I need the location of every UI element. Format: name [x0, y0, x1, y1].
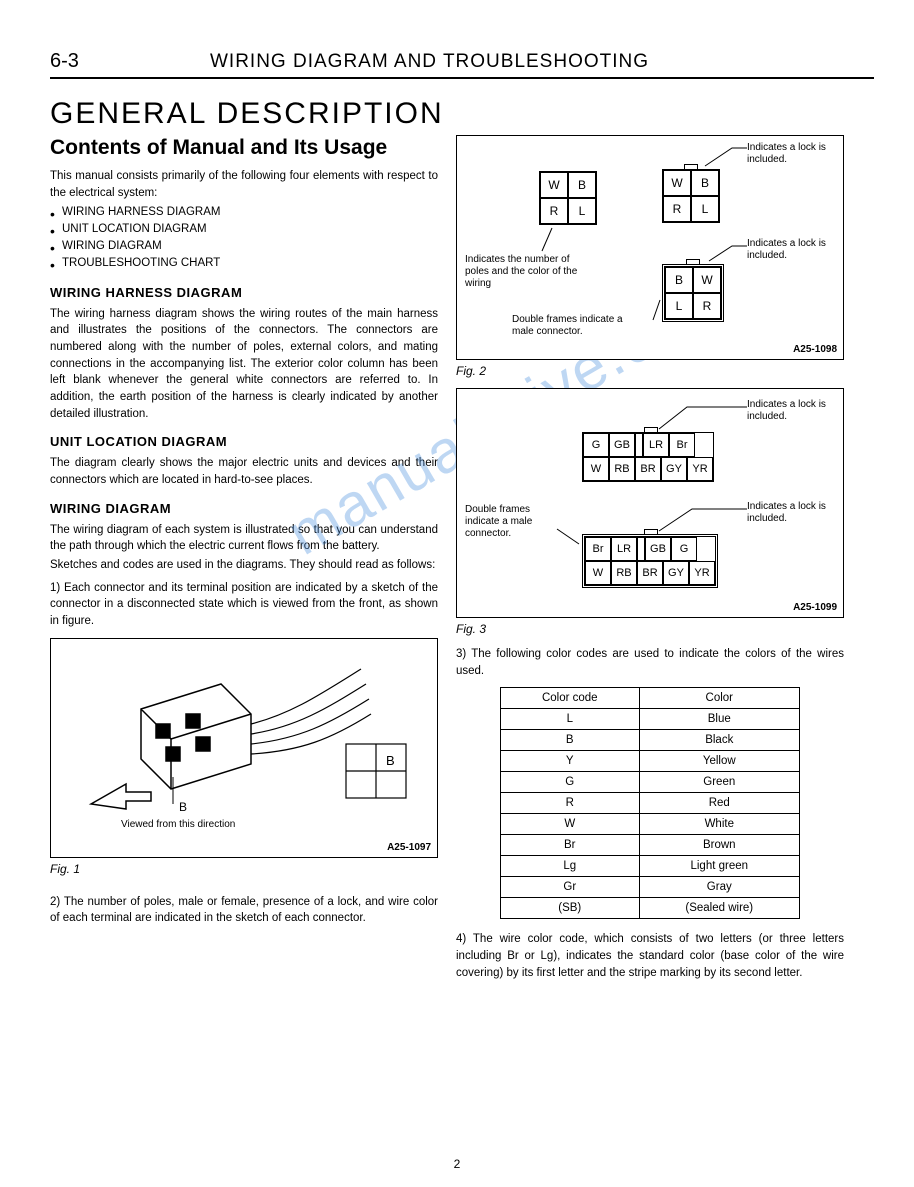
connector-bottom: Br LR GB G W RB BR GY YR — [582, 529, 718, 588]
connector-c: BW LR — [662, 259, 724, 322]
fig2-note-poles: Indicates the number of poles and the co… — [465, 254, 595, 290]
table-header: Color code — [501, 688, 640, 709]
color-code-table: Color code Color LBlueBBlackYYellowGGree… — [500, 687, 800, 919]
table-cell: L — [501, 709, 640, 730]
table-row: GGreen — [501, 772, 800, 793]
table-row: BBlack — [501, 730, 800, 751]
section-heading-wd: WIRING DIAGRAM — [50, 501, 438, 516]
fig3-caption: Fig. 3 — [456, 622, 844, 636]
table-row: YYellow — [501, 751, 800, 772]
sub-title: Contents of Manual and Its Usage — [50, 135, 438, 160]
table-row: (SB)(Sealed wire) — [501, 898, 800, 919]
table-cell: Blue — [639, 709, 799, 730]
fig3-note-lock: Indicates a lock is included. — [747, 399, 837, 423]
fig3-note-lock2: Indicates a lock is included. — [747, 501, 837, 525]
figure-2: WB RL WB RL BW LR Indicates a l — [456, 135, 844, 360]
table-cell: Br — [501, 835, 640, 856]
table-cell: R — [501, 793, 640, 814]
fig2-caption: Fig. 2 — [456, 364, 844, 378]
table-row: WWhite — [501, 814, 800, 835]
page-number: 6-3 — [50, 50, 210, 73]
table-row: LBlue — [501, 709, 800, 730]
content-columns: Contents of Manual and Its Usage This ma… — [50, 135, 874, 983]
table-cell: Yellow — [639, 751, 799, 772]
bullet-item: TROUBLESHOOTING CHART — [50, 255, 438, 272]
fig1-caption: Fig. 1 — [50, 862, 438, 876]
fig1-label-b: B — [179, 800, 187, 814]
table-cell: (SB) — [501, 898, 640, 919]
wd-text-2: Sketches and codes are used in the diagr… — [50, 557, 438, 574]
table-cell: Gray — [639, 877, 799, 898]
table-header: Color — [639, 688, 799, 709]
table-cell: Brown — [639, 835, 799, 856]
table-row: BrBrown — [501, 835, 800, 856]
fig2-note-lock: Indicates a lock is included. — [747, 142, 837, 166]
bullet-list: WIRING HARNESS DIAGRAM UNIT LOCATION DIA… — [50, 204, 438, 273]
page-header: 6-3 WIRING DIAGRAM AND TROUBLESHOOTING — [50, 50, 874, 79]
whd-text: The wiring harness diagram shows the wir… — [50, 306, 438, 423]
header-title: WIRING DIAGRAM AND TROUBLESHOOTING — [210, 51, 649, 73]
table-cell: Lg — [501, 856, 640, 877]
page-footer: 2 — [454, 1157, 461, 1171]
bullet-item: WIRING DIAGRAM — [50, 238, 438, 255]
table-cell: G — [501, 772, 640, 793]
wd-text-1: The wiring diagram of each system is ill… — [50, 522, 438, 555]
table-cell: (Sealed wire) — [639, 898, 799, 919]
table-cell: W — [501, 814, 640, 835]
intro-text: This manual consists primarily of the fo… — [50, 168, 438, 201]
figure-3: G GB LR Br W RB BR GY YR — [456, 388, 844, 618]
connector-a: WB RL — [539, 171, 597, 225]
bullet-item: WIRING HARNESS DIAGRAM — [50, 204, 438, 221]
right-p3: 3) The following color codes are used to… — [456, 646, 844, 679]
section-heading-uld: UNIT LOCATION DIAGRAM — [50, 434, 438, 449]
figure-1: B B Viewed from this direction A25-1097 — [50, 638, 438, 858]
bullet-item: UNIT LOCATION DIAGRAM — [50, 221, 438, 238]
table-cell: White — [639, 814, 799, 835]
fig2-id: A25-1098 — [793, 344, 837, 355]
table-cell: Green — [639, 772, 799, 793]
connector-sketch-icon: B B — [51, 639, 437, 857]
fig3-note-double: Double frames indicate a male connector. — [465, 504, 555, 540]
table-cell: Light green — [639, 856, 799, 877]
table-row: LgLight green — [501, 856, 800, 877]
connector-b: WB RL — [662, 164, 720, 223]
uld-text: The diagram clearly shows the major elec… — [50, 455, 438, 488]
table-cell: Y — [501, 751, 640, 772]
fig2-note-double: Double frames indicate a male connector. — [512, 314, 647, 338]
fig3-id: A25-1099 — [793, 602, 837, 613]
table-row: RRed — [501, 793, 800, 814]
fig1-id: A25-1097 — [387, 842, 431, 853]
connector-top: G GB LR Br W RB BR GY YR — [582, 427, 714, 482]
right-column: WB RL WB RL BW LR Indicates a l — [456, 135, 844, 983]
table-cell: Red — [639, 793, 799, 814]
table-cell: Gr — [501, 877, 640, 898]
right-p4: 4) The wire color code, which consists o… — [456, 931, 844, 981]
fig2-note-lock2: Indicates a lock is included. — [747, 238, 837, 262]
table-row: GrGray — [501, 877, 800, 898]
fig1-grid-label: B — [386, 753, 395, 768]
fig1-note: Viewed from this direction — [121, 819, 235, 831]
section-heading-whd: WIRING HARNESS DIAGRAM — [50, 285, 438, 300]
main-title: GENERAL DESCRIPTION — [50, 97, 874, 131]
left-column: Contents of Manual and Its Usage This ma… — [50, 135, 438, 983]
left-p2: 2) The number of poles, male or female, … — [50, 894, 438, 927]
wd-text-3: 1) Each connector and its terminal posit… — [50, 580, 438, 630]
table-cell: Black — [639, 730, 799, 751]
table-cell: B — [501, 730, 640, 751]
